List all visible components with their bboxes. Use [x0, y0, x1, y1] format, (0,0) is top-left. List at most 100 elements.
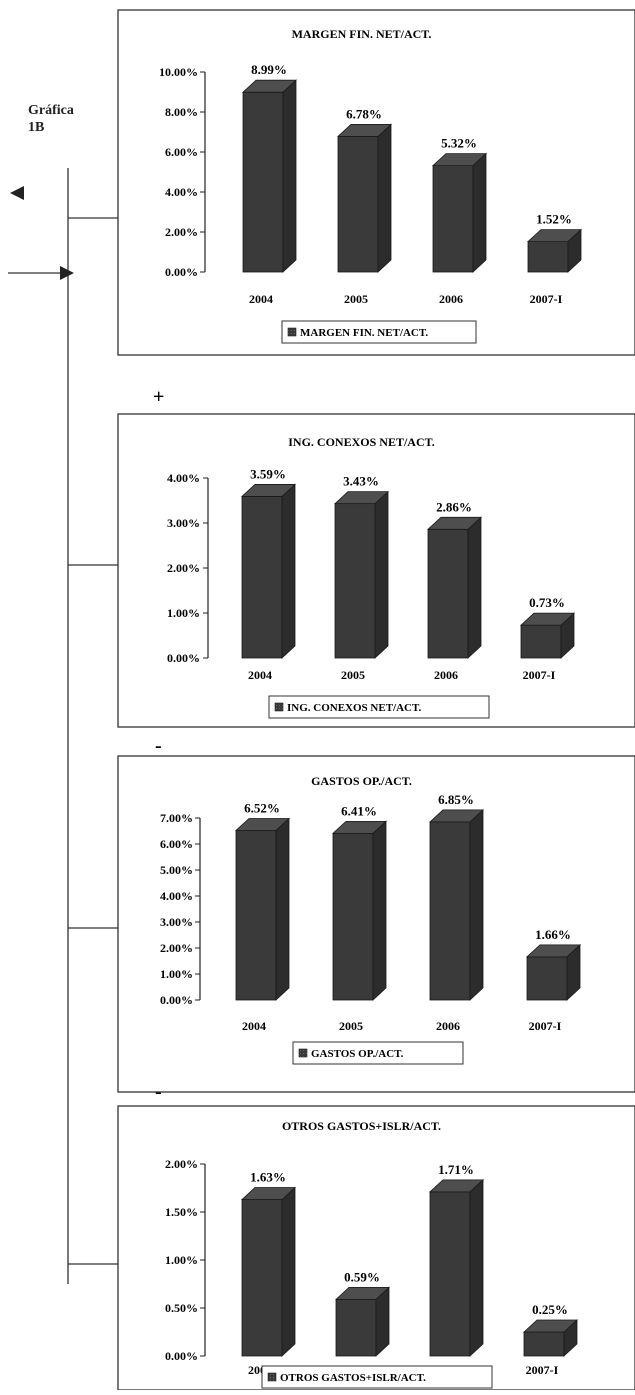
bar-front — [335, 1298, 377, 1357]
bar-top — [431, 153, 488, 167]
legend-box — [268, 695, 490, 719]
y-tick-label: 0.00% — [165, 265, 198, 279]
bar — [522, 1319, 579, 1357]
data-label: 8.99% — [251, 62, 287, 77]
bar-top — [428, 1179, 485, 1193]
operator-minus-1: - — [155, 735, 162, 757]
bar-top — [331, 820, 388, 834]
y-tick-label: 1.00% — [160, 967, 193, 981]
bar-top — [525, 944, 582, 958]
x-tick-label: 2007-I — [530, 292, 563, 306]
bar-side — [469, 1178, 484, 1357]
data-label: 1.66% — [535, 927, 571, 942]
x-tick-label: 2005 — [344, 292, 368, 306]
data-label: 0.59% — [344, 1269, 380, 1284]
x-tick-label: 2007-I — [526, 1363, 559, 1377]
operator-plus: + — [153, 386, 164, 408]
x-tick-label: 2006 — [439, 292, 463, 306]
bar-front — [235, 830, 277, 1001]
bar-side — [472, 152, 487, 273]
bar-front — [432, 165, 474, 273]
bar-top — [336, 124, 393, 137]
chart-title: GASTOS OP./ACT. — [311, 774, 412, 788]
connector-lines — [8, 168, 118, 1284]
bar-top — [334, 1286, 391, 1300]
y-tick-label: 2.00% — [167, 561, 200, 575]
bar-side — [469, 808, 484, 1001]
y-tick-label: 0.00% — [167, 651, 200, 665]
chart-1: MARGEN FIN. NET/ACT. 0.00% 2.00% 4.00% 6.00%… — [117, 9, 635, 356]
y-tick-label: 0.00% — [160, 993, 193, 1007]
y-tick-label: 3.00% — [160, 915, 193, 929]
bar-front — [429, 1191, 471, 1357]
legend-swatch — [298, 1048, 308, 1058]
legend-box — [292, 1041, 464, 1065]
bar — [334, 1286, 391, 1357]
y-tick-label: 10.00% — [159, 65, 198, 79]
bar-side — [281, 483, 296, 659]
bar-top — [526, 229, 583, 243]
data-label: 6.85% — [438, 792, 474, 807]
chart-2: ING. CONEXOS NET/ACT. 0.00% 1.00% 2.00% 3.00… — [117, 413, 635, 728]
legend-swatch — [287, 327, 297, 337]
data-label: 5.32% — [441, 136, 477, 151]
data-label: 1.71% — [438, 1162, 474, 1177]
bar-front — [337, 135, 379, 273]
bar-front — [332, 832, 374, 1001]
chart-title: MARGEN FIN. NET/ACT. — [292, 27, 432, 41]
y-tick-label: 1.50% — [165, 1205, 198, 1219]
bar-front — [241, 1199, 283, 1357]
data-label: 6.78% — [346, 106, 382, 121]
y-tick-label: 3.00% — [167, 516, 200, 530]
legend-label: GASTOS OP./ACT. — [311, 1048, 404, 1060]
legend: GASTOS OP./ACT. — [292, 1041, 464, 1065]
bar — [525, 943, 582, 1001]
bar-top — [519, 612, 576, 626]
bar — [240, 483, 297, 659]
arrow-left-icon — [10, 186, 24, 200]
data-label: 0.25% — [532, 1302, 568, 1317]
chart-title: ING. CONEXOS NET/ACT. — [288, 435, 434, 449]
y-tick-label: 0.50% — [165, 1301, 198, 1315]
legend-swatch — [267, 1372, 277, 1382]
charts-container: MARGEN FIN. NET/ACT. 0.00% 2.00% 4.00% 6.00%… — [117, 9, 635, 1391]
data-label: 1.63% — [250, 1170, 286, 1185]
bar-side — [467, 516, 482, 659]
y-tick-label: 6.00% — [165, 145, 198, 159]
y-tick-label: 4.00% — [160, 889, 193, 903]
y-tick-label: 8.00% — [165, 105, 198, 119]
bar — [431, 152, 488, 273]
bar-front — [527, 241, 569, 273]
bar — [428, 1178, 485, 1357]
data-label: 3.43% — [343, 474, 379, 489]
y-tick-label: 2.00% — [160, 941, 193, 955]
bar-front — [429, 821, 471, 1001]
data-label: 6.52% — [244, 800, 280, 815]
legend-label: ING. CONEXOS NET/ACT. — [287, 702, 422, 714]
legend: MARGEN FIN. NET/ACT. — [281, 320, 477, 344]
bar — [336, 123, 393, 273]
y-tick-label: 2.00% — [165, 225, 198, 239]
bar — [333, 490, 390, 659]
legend: ING. CONEXOS NET/ACT. — [268, 695, 490, 719]
bar-front — [242, 91, 284, 273]
bar — [526, 228, 583, 273]
x-tick-label: 2005 — [339, 1019, 363, 1033]
bar-side — [275, 817, 290, 1001]
y-tick-label: 5.00% — [160, 863, 193, 877]
data-label: 1.52% — [536, 212, 572, 227]
legend-box — [281, 320, 477, 344]
bar-top — [240, 1187, 297, 1200]
bar-top — [426, 516, 483, 530]
bar-front — [526, 956, 568, 1001]
chart-title: OTROS GASTOS+ISLR/ACT. — [282, 1119, 441, 1133]
legend-swatch — [274, 702, 284, 712]
x-tick-label: 2006 — [436, 1019, 460, 1033]
y-tick-label: 1.00% — [165, 1253, 198, 1267]
data-label: 0.73% — [529, 595, 565, 610]
bar-side — [372, 820, 387, 1001]
x-tick-label: 2004 — [242, 1019, 266, 1033]
bar-front — [520, 624, 562, 659]
